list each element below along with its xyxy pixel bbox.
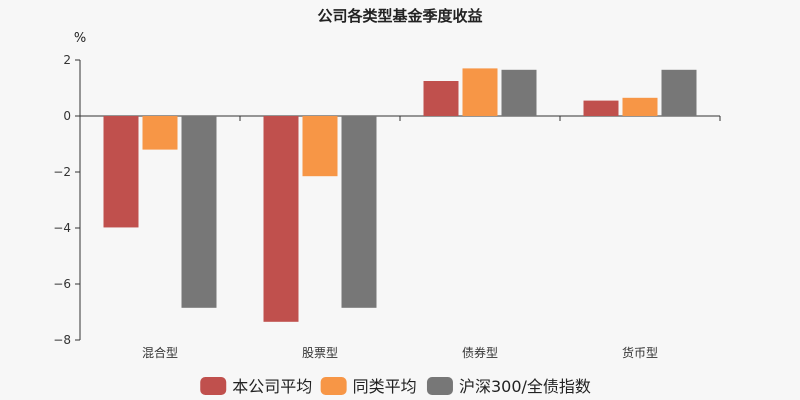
y-tick-label: −2 bbox=[53, 165, 71, 179]
bar bbox=[263, 116, 299, 322]
bar bbox=[583, 100, 619, 116]
bar bbox=[501, 69, 537, 116]
bar bbox=[661, 69, 697, 116]
bar bbox=[142, 116, 178, 150]
axes: 2 0 −2 −4 −6 −8 混合型 股票型 债券型 货币型 bbox=[53, 53, 721, 360]
y-tick-label: 0 bbox=[63, 109, 71, 123]
legend: 本公司平均 同类平均 沪深300/全债指数 bbox=[200, 377, 591, 396]
legend-label: 同类平均 bbox=[353, 377, 417, 396]
y-tick-label: −4 bbox=[53, 221, 71, 235]
x-tick-label: 货币型 bbox=[622, 345, 658, 360]
legend-swatch bbox=[426, 377, 453, 395]
bar bbox=[622, 97, 658, 116]
y-axis-unit-label: % bbox=[74, 31, 86, 46]
bar bbox=[181, 116, 217, 308]
bar bbox=[302, 116, 338, 177]
bar bbox=[462, 68, 498, 116]
y-tick-label: −6 bbox=[53, 277, 71, 291]
bar bbox=[103, 116, 139, 228]
legend-label: 沪深300/全债指数 bbox=[459, 377, 591, 396]
bars bbox=[103, 68, 697, 322]
y-tick-label: −8 bbox=[53, 333, 71, 347]
bar bbox=[341, 116, 377, 308]
x-tick-label: 股票型 bbox=[302, 346, 338, 360]
chart-title: 公司各类型基金季度收益 bbox=[317, 7, 482, 25]
x-tick-label: 混合型 bbox=[142, 345, 178, 360]
legend-swatch bbox=[320, 377, 347, 395]
y-tick-label: 2 bbox=[63, 53, 71, 67]
x-tick-label: 债券型 bbox=[462, 345, 498, 360]
legend-label: 本公司平均 bbox=[232, 377, 312, 396]
bar bbox=[423, 81, 459, 116]
legend-swatch bbox=[200, 377, 227, 395]
